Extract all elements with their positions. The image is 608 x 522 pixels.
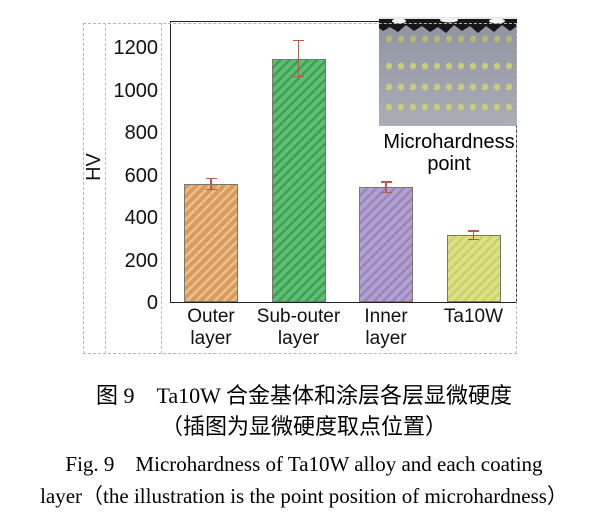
frame-divider-ylabel	[105, 23, 106, 354]
inset-highlight-spot	[440, 17, 458, 23]
error-bar-2	[385, 181, 387, 193]
error-bar-2	[380, 181, 392, 183]
error-bar-0	[210, 178, 212, 190]
error-bar-0	[205, 177, 217, 180]
y-tick-label-1200: 1200	[113, 37, 159, 59]
error-bar-1	[293, 39, 304, 42]
y-tick-label-1000: 1000	[113, 79, 159, 102]
inset-label: Microhardness point	[379, 131, 519, 175]
frame-divider-yticks	[161, 23, 162, 354]
caption-zh-line1: 图 9 Ta10W 合金基体和涂层各层显微硬度	[95, 383, 513, 408]
y-tick-label-800: 800	[124, 122, 158, 144]
bar-0	[184, 184, 238, 302]
error-bar-3	[472, 230, 475, 240]
inset-highlight-spot	[489, 18, 505, 24]
inset-dark-surface-band	[379, 19, 517, 33]
inset-label-line2: point	[427, 153, 471, 175]
inset-micrograph-image	[379, 17, 517, 126]
bar-1	[271, 58, 326, 302]
error-bar-3	[468, 230, 479, 232]
y-tick-label-0: 0	[146, 292, 158, 314]
caption-en-line1: Fig. 9 Microhardness of Ta10W alloy and …	[65, 452, 543, 476]
x-tick-label-1: Sub-outer layer	[256, 306, 341, 349]
caption-en-line2: layer（the illustration is the point posi…	[40, 484, 568, 508]
error-bar-1	[297, 40, 300, 77]
error-bar-0	[205, 188, 217, 191]
x-tick-label-2: Inner layer	[364, 306, 408, 349]
error-bar-1	[293, 75, 304, 78]
caption-zh-line2: （插图为显微硬度取点位置）	[160, 414, 447, 439]
error-bar-3	[468, 238, 479, 240]
inset-label-line1: Microhardness	[383, 131, 515, 153]
error-bar-2	[380, 191, 392, 194]
bar-3	[446, 235, 501, 302]
y-tick-label-400: 400	[124, 207, 158, 229]
inset-highlight-spot	[392, 18, 406, 24]
x-tick-label-3: Ta10W	[443, 306, 504, 327]
y-tick-label-200: 200	[124, 249, 158, 272]
inset-indentation-points	[385, 35, 513, 111]
y-tick-label-600: 600	[124, 164, 158, 187]
x-tick-label-0: Outer layer	[187, 306, 235, 349]
